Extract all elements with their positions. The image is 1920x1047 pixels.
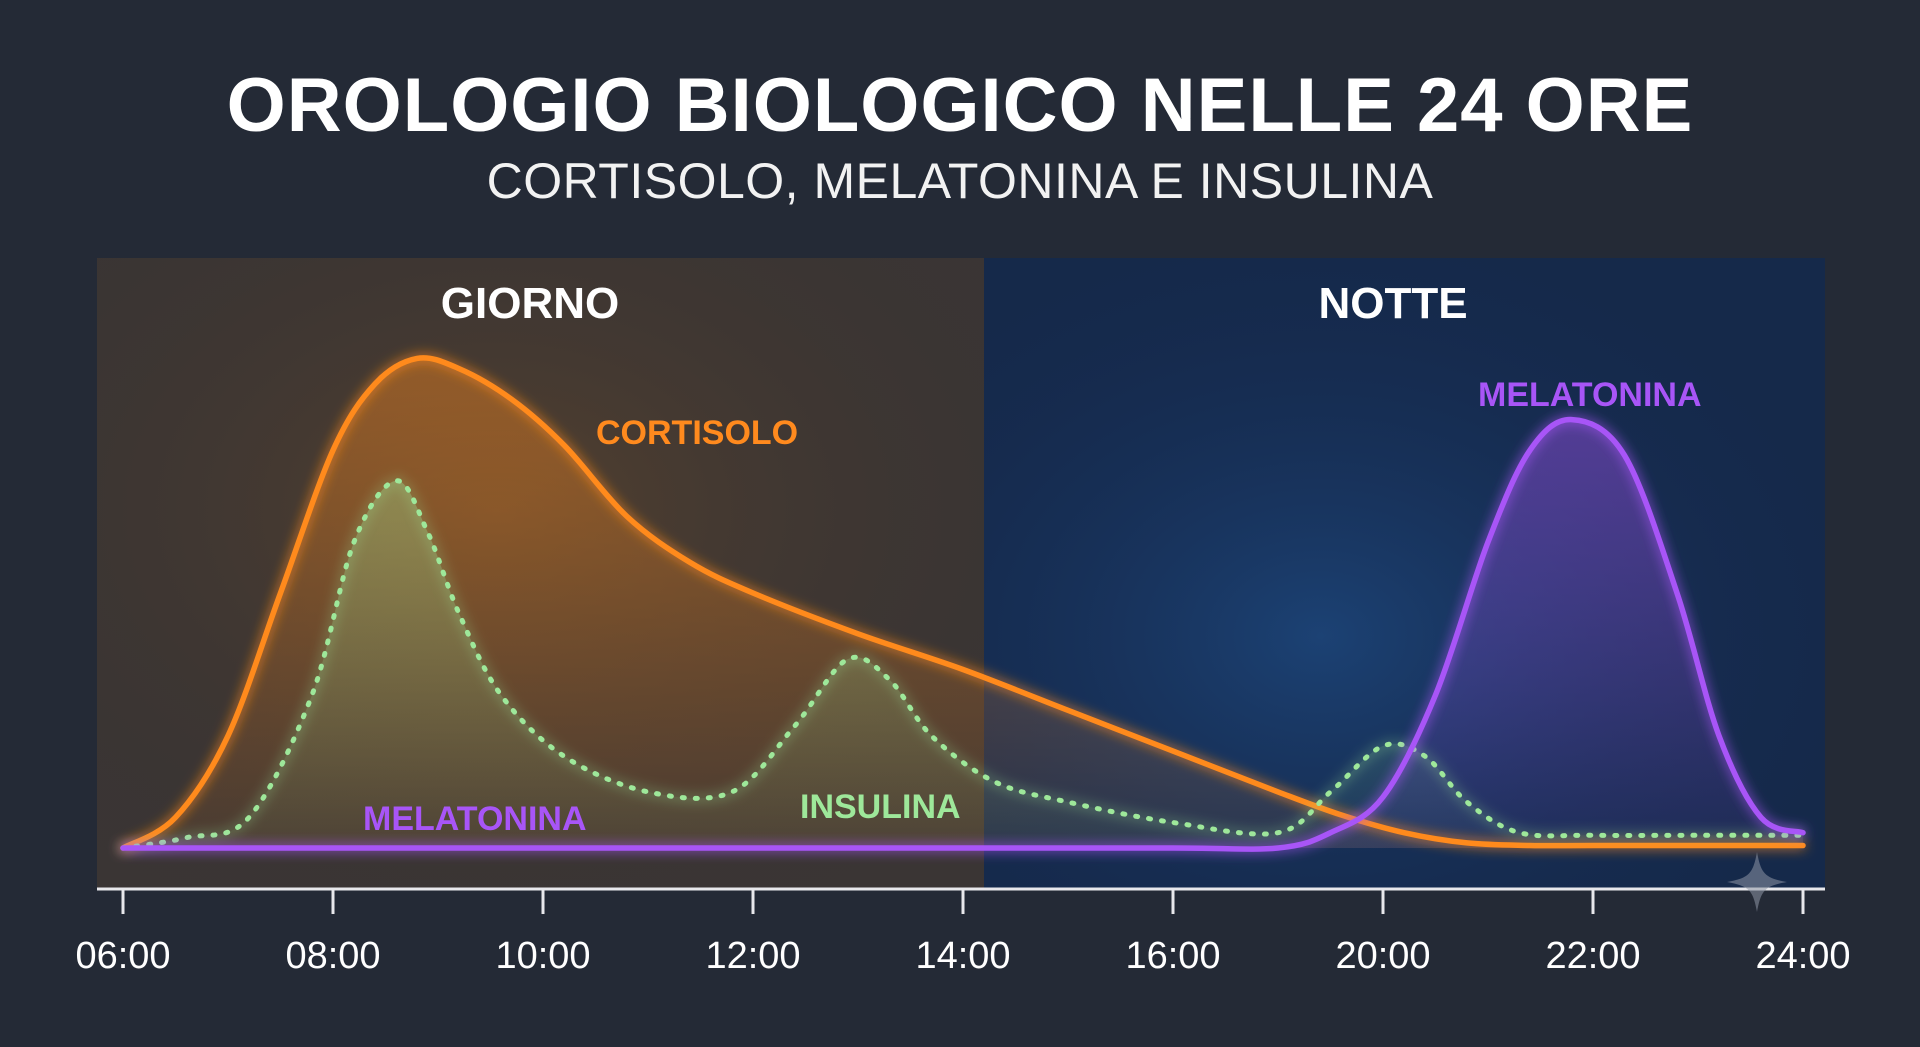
period-label-night: NOTTE (1318, 279, 1467, 328)
series-lines (120, 355, 1806, 852)
series-label-insulin: INSULINA (800, 788, 961, 826)
series-label-melatonin-low: MELATONINA (363, 800, 587, 838)
series-area (123, 419, 1803, 850)
x-tick-label: 22:00 (1545, 935, 1640, 977)
x-tick-label: 12:00 (705, 935, 800, 977)
x-tick-label: 06:00 (75, 935, 170, 977)
series-label-melatonin-peak: MELATONINA (1478, 376, 1702, 414)
x-tick-label: 20:00 (1335, 935, 1430, 977)
chart-subtitle: CORTISOLO, MELATONINA E INSULINA (486, 153, 1434, 209)
series-line (120, 416, 1806, 852)
sparkle-icon (1727, 852, 1787, 912)
x-tick-label: 10:00 (495, 935, 590, 977)
series-fills (123, 357, 1803, 850)
period-label-day: GIORNO (441, 279, 619, 328)
series-line (120, 478, 1806, 851)
series-label-cortisol: CORTISOLO (596, 414, 798, 452)
series-area (123, 480, 1803, 848)
series-line (120, 355, 1806, 851)
x-tick-label: 08:00 (285, 935, 380, 977)
series-area (123, 357, 1803, 848)
x-axis: 06:00 08:00 10:00 12:00 14:00 16:00 20:00 22:00… (75, 887, 1851, 977)
x-tick-label: 16:00 (1125, 935, 1220, 977)
x-tick-label: 14:00 (915, 935, 1010, 977)
chart-title: OROLOGIO BIOLOGICO NELLE 24 ORE (226, 63, 1694, 148)
x-tick-label: 24:00 (1755, 935, 1850, 977)
chart-labels: GIORNO NOTTE CORTISOLO INSULINA MELATONINA ME… (363, 279, 1702, 838)
